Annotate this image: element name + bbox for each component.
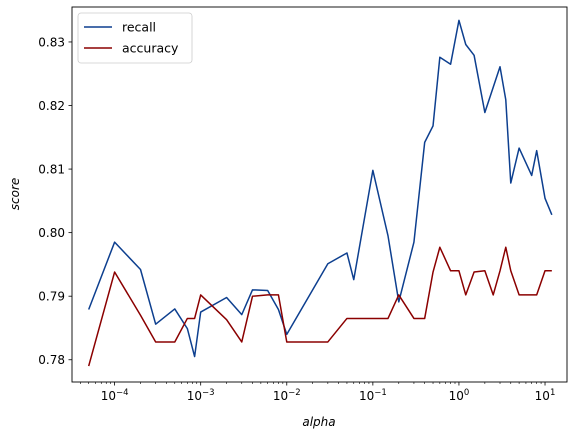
series-line-accuracy (87, 246, 552, 367)
y-tick-label: 0.81 (38, 162, 65, 176)
ticks-layer: 10−4 10−3 10−2 10−1 100 101 0.78 0.79 0.80 0.81 0.… (38, 35, 555, 403)
legend-label-recall: recall (122, 20, 156, 35)
x-tick-label: 100 (449, 388, 470, 403)
y-tick-label: 0.83 (38, 35, 65, 49)
x-axis-label: alpha (302, 415, 335, 429)
x-tick-label: 10−4 (101, 388, 129, 403)
y-tick-label: 0.78 (38, 353, 65, 367)
x-tick-label: 101 (535, 388, 556, 403)
y-tick-label: 0.80 (38, 226, 65, 240)
y-axis-label: score (8, 178, 22, 211)
series-layer (87, 19, 553, 367)
x-tick-label: 10−1 (359, 388, 387, 403)
legend-box (77, 12, 193, 64)
x-tick-label: 10−3 (187, 388, 215, 403)
x-tick-label: 10−2 (273, 388, 301, 403)
y-tick-label: 0.82 (38, 99, 65, 113)
plot-frame (71, 6, 568, 383)
y-tick-label: 0.79 (38, 289, 65, 303)
series-line-recall (87, 19, 553, 358)
legend: recall accuracy (77, 12, 193, 64)
legend-label-accuracy: accuracy (122, 41, 179, 56)
